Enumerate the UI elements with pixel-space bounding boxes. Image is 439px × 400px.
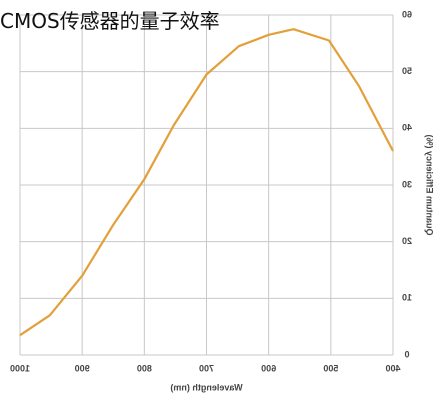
y-tick-label: 60 xyxy=(402,9,412,19)
y-axis-label: Quantum Efficiency (%) xyxy=(425,134,435,235)
y-tick-label: 30 xyxy=(402,179,412,189)
x-tick-label: 500 xyxy=(323,363,338,373)
y-tick-label: 10 xyxy=(402,293,412,303)
y-tick-label: 40 xyxy=(402,123,412,133)
x-tick-label: 900 xyxy=(75,363,90,373)
x-axis-label: Wavelength (nm) xyxy=(170,382,242,392)
x-tick-label: 700 xyxy=(199,363,214,373)
chart-title: CMOS传感器的量子效率 xyxy=(0,9,220,33)
x-tick-label: 800 xyxy=(137,363,152,373)
y-tick-label: 50 xyxy=(402,66,412,76)
x-tick-label: 1000 xyxy=(10,363,30,373)
y-tick-label: 0 xyxy=(404,349,409,359)
y-tick-label: 20 xyxy=(402,236,412,246)
data-line xyxy=(19,28,394,337)
x-tick-label: 400 xyxy=(385,363,400,373)
x-tick-label: 600 xyxy=(261,363,276,373)
